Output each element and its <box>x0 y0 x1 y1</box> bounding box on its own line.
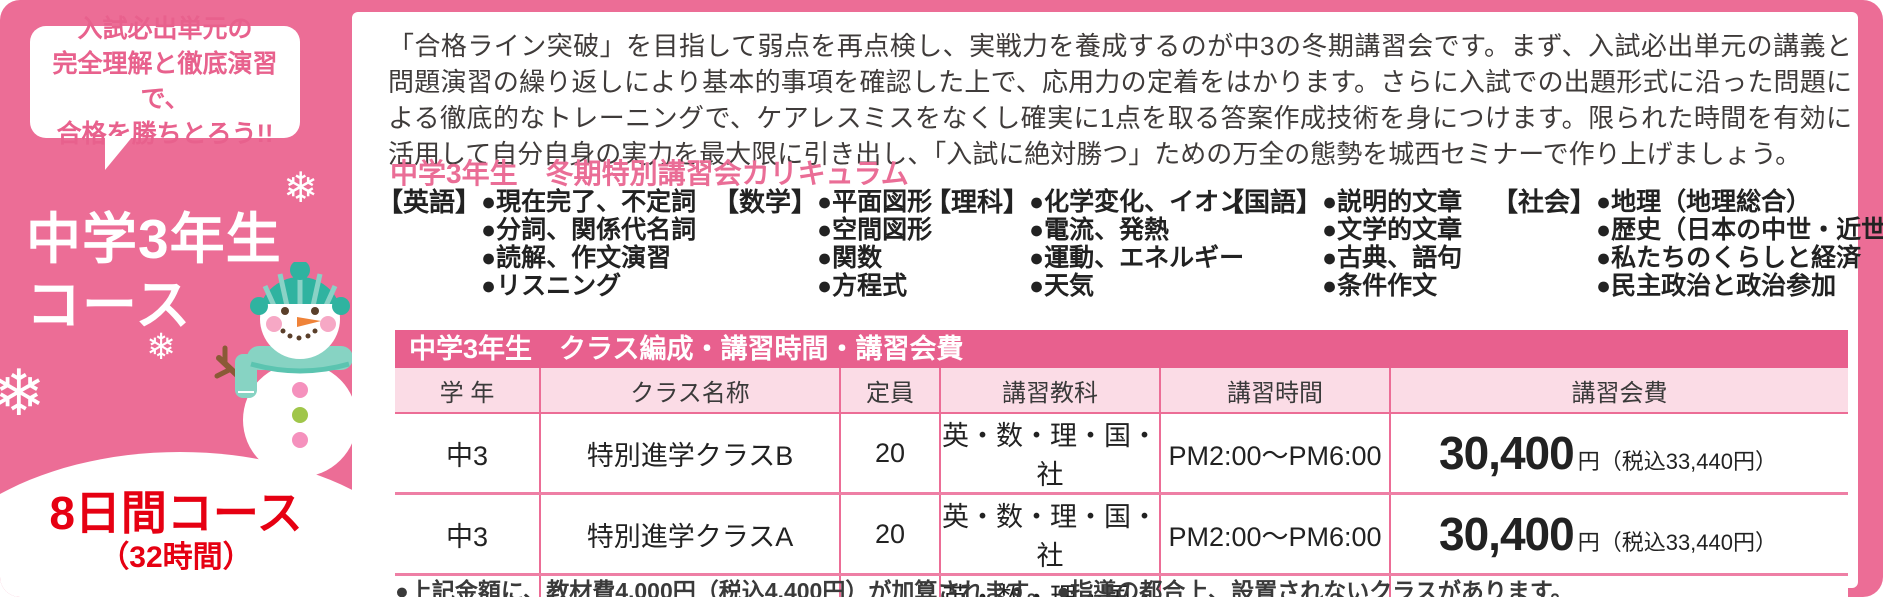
table-footnote: ●上記金額に、教材費4,000円（税込4,400円）が加算されます。 ●指導の都… <box>395 578 1574 597</box>
curriculum-item: ●文学的文章 <box>1322 216 1463 244</box>
subject-label: 【社会】 <box>1492 187 1597 217</box>
table-row: 中3 特別進学クラスB 20 英・数・理・国・社 PM2:00～PM6:00 3… <box>395 413 1848 495</box>
curriculum-item: ●方程式 <box>817 272 908 300</box>
col-header-class-name: クラス名称 <box>540 368 841 414</box>
curriculum-item: ●現在完了、不定詞 <box>481 188 697 216</box>
course-title: 中学3年生 コース <box>26 206 282 338</box>
table-row: 中3 県立普通科クラス 20 英・数・理・国・社 PM2:00～PM6:00 3… <box>395 574 1848 597</box>
cell-time: PM2:00～PM6:00 <box>1160 493 1391 576</box>
curriculum-item: ●分詞、関係代名詞 <box>481 216 697 244</box>
curriculum-item: ●私たちのくらしと経済 <box>1596 244 1862 272</box>
speech-bubble-badge: 入試必出単元の 完全理解と徹底演習で、 合格を勝ちとろう!! <box>30 15 300 148</box>
cell-subjects: 英・数・理・国・社 <box>940 493 1161 576</box>
badge-line: 完全理解と徹底演習で、 <box>52 50 278 113</box>
content-panel: 「合格ライン突破」を目指して弱点を再点検し、実戦力を養成するのが中3の冬期講習会… <box>352 12 1883 597</box>
curriculum-math: 【数学】 ●平面図形 ●空間図形 ●関数 ●方程式 <box>713 188 932 300</box>
snowman-illustration <box>214 262 357 477</box>
fee-table-section: 中学3年生 クラス編成・講習時間・講習会費 学 年 クラス名称 定員 講習教科 … <box>395 330 1848 597</box>
cell-fee: 30,400 円（税込33,440円） <box>1390 413 1848 495</box>
cell-class-name: 県立普通科クラス <box>540 574 841 597</box>
col-header-time: 講習時間 <box>1160 368 1391 414</box>
snowflake-icon: ❄ <box>146 326 177 367</box>
badge-line: 合格を勝ちとろう!! <box>56 120 274 148</box>
duration-block: 8日間コース （32時間） <box>0 486 352 576</box>
snowman-hat <box>250 262 350 315</box>
button-green <box>292 407 308 423</box>
button-pink-top <box>292 382 308 398</box>
cell-fee: 30,400 円（税込33,440円） <box>1390 493 1848 576</box>
curriculum-item: ●天気 <box>1029 272 1095 300</box>
fee-table: 学 年 クラス名称 定員 講習教科 講習時間 講習会費 中3 特別進学クラスB … <box>395 368 1848 597</box>
curriculum-item: ●化学変化、イオン <box>1029 188 1245 216</box>
curriculum-item: ●関数 <box>817 244 883 272</box>
col-header-capacity: 定員 <box>840 368 941 414</box>
curriculum-item: ●古典、語句 <box>1322 244 1463 272</box>
curriculum-item: ●説明的文章 <box>1322 188 1463 216</box>
cell-capacity: 20 <box>840 413 941 495</box>
fee-table-header-row: 学 年 クラス名称 定員 講習教科 講習時間 講習会費 <box>395 368 1848 414</box>
curriculum-item: ●条件作文 <box>1322 272 1438 300</box>
fee-tax-note: 円（税込33,440円） <box>1577 530 1777 555</box>
col-header-grade: 学 年 <box>395 368 541 414</box>
speech-bubble-tail <box>105 136 133 170</box>
cell-capacity: 20 <box>840 493 941 576</box>
col-header-subjects: 講習教科 <box>940 368 1161 414</box>
subject-label: 【国語】 <box>1218 187 1323 217</box>
subject-label: 【数学】 <box>713 187 818 217</box>
col-header-fee: 講習会費 <box>1390 368 1848 414</box>
subject-label: 【理科】 <box>925 187 1030 217</box>
curriculum-item: ●リスニング <box>481 272 622 300</box>
cell-time: PM2:00～PM6:00 <box>1160 574 1391 597</box>
cell-subjects: 英・数・理・国・社 <box>940 574 1161 597</box>
course-title-line: 中学3年生 <box>26 208 282 270</box>
curriculum-grid: 【英語】 ●現在完了、不定詞 ●分詞、関係代名詞 ●読解、作文演習 ●リスニング… <box>352 188 1883 318</box>
curriculum-item: ●歴史（日本の中世・近世） <box>1596 216 1883 244</box>
badge-line: 入試必出単元の <box>77 15 253 43</box>
curriculum-item: ●平面図形 <box>817 188 933 216</box>
snowman-face <box>266 307 336 341</box>
subject-label: 【英語】 <box>377 187 482 217</box>
fee-amount: 30,400 <box>1439 427 1575 479</box>
curriculum-heading: 中学3年生 冬期特別講習会カリキュラム <box>390 158 909 189</box>
curriculum-item: ●読解、作文演習 <box>481 244 672 272</box>
cell-time: PM2:00～PM6:00 <box>1160 413 1391 495</box>
curriculum-social: 【社会】 ●地理（地理総合） ●歴史（日本の中世・近世） ●私たちのくらしと経済… <box>1492 188 1883 300</box>
fee-amount: 30,400 <box>1439 508 1575 560</box>
cell-class-name: 特別進学クラスA <box>540 493 841 576</box>
curriculum-item: ●空間図形 <box>817 216 933 244</box>
fee-tax-note: 円（税込33,440円） <box>1577 449 1777 474</box>
cell-grade: 中3 <box>395 493 541 576</box>
cell-fee: 30,400 円（税込33,440円） <box>1390 574 1848 597</box>
snowflake-icon: ❄ <box>0 357 46 429</box>
curriculum-japanese: 【国語】 ●説明的文章 ●文学的文章 ●古典、語句 ●条件作文 <box>1218 188 1462 300</box>
cell-capacity: 20 <box>840 574 941 597</box>
table-row: 中3 特別進学クラスA 20 英・数・理・国・社 PM2:00～PM6:00 3… <box>395 493 1848 576</box>
fee-amount: 30,400 <box>1439 588 1575 597</box>
curriculum-item: ●民主政治と政治参加 <box>1596 272 1837 300</box>
curriculum-item: ●電流、発熱 <box>1029 216 1170 244</box>
duration-note: （32時間） <box>99 541 253 574</box>
cell-grade: 中3 <box>395 574 541 597</box>
cell-subjects: 英・数・理・国・社 <box>940 413 1161 495</box>
snowflake-icon: ❄ <box>283 164 319 211</box>
cell-class-name: 特別進学クラスB <box>540 413 841 495</box>
curriculum-item: ●地理（地理総合） <box>1596 188 1812 216</box>
course-title-line: コース <box>26 274 192 336</box>
fee-table-title-bar: 中学3年生 クラス編成・講習時間・講習会費 <box>395 330 1848 368</box>
cell-grade: 中3 <box>395 413 541 495</box>
duration-title: 8日間コース <box>49 487 303 539</box>
intro-paragraph: 「合格ライン突破」を目指して弱点を再点検し、実戦力を養成するのが中3の冬期講習会… <box>388 31 1852 169</box>
curriculum-item: ●運動、エネルギー <box>1029 244 1245 272</box>
button-pink-bottom <box>292 432 308 448</box>
curriculum-english: 【英語】 ●現在完了、不定詞 ●分詞、関係代名詞 ●読解、作文演習 ●リスニング <box>377 188 696 300</box>
curriculum-science: 【理科】 ●化学変化、イオン ●電流、発熱 ●運動、エネルギー ●天気 <box>925 188 1244 300</box>
